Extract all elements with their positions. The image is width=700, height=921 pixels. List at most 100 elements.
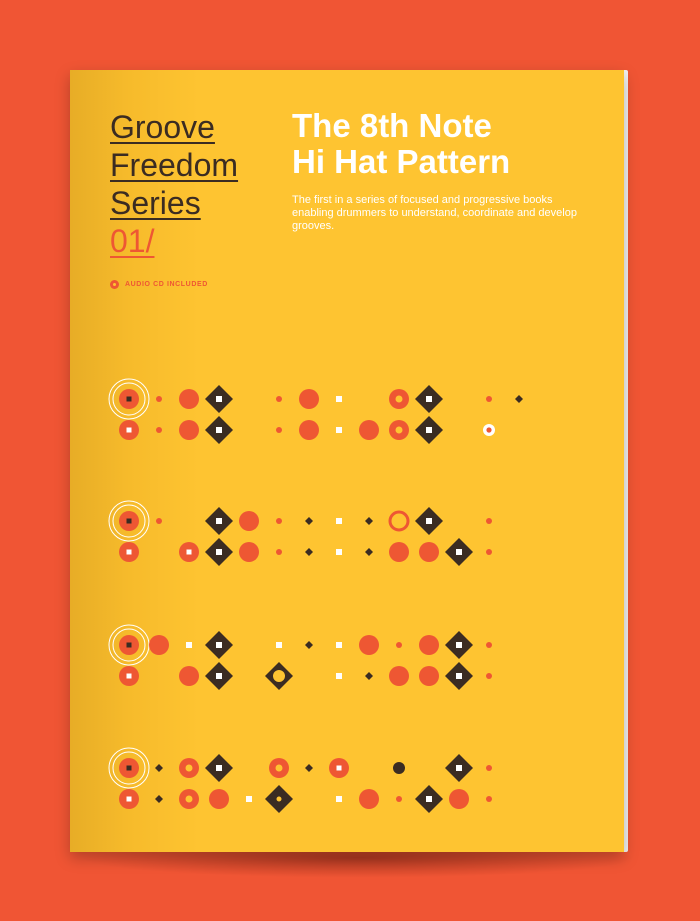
dot-mark [486,673,492,679]
circle-mark [239,511,259,531]
whitering-mark [483,424,495,436]
circle-mark [389,542,409,562]
bcircle-mark [119,542,139,562]
circle-mark [179,666,199,686]
bdot-mark [305,548,313,556]
diamond-mark [205,416,233,444]
ringdiamond-mark [265,662,293,690]
diamond-mark [445,538,473,566]
bdot-mark [305,517,313,525]
series-title: Groove Freedom Series 01/ [110,108,280,260]
circle-mark [149,635,169,655]
series-number: 01/ [110,223,155,259]
diamond-mark [415,785,443,813]
bdot-mark [365,548,373,556]
square-mark [336,642,342,648]
target-mark [108,378,150,420]
book-title-line-2: Hi Hat Pattern [292,143,511,180]
dot-mark [156,427,162,433]
series-title-line-3: Series [110,185,201,221]
bdot-mark [365,517,373,525]
circle-mark [359,420,379,440]
diamond-mark [445,631,473,659]
dot-mark [396,642,402,648]
diamond-mark [445,754,473,782]
square-mark [276,642,282,648]
ringdot-mark [179,789,199,809]
circle-mark [419,666,439,686]
bdot-mark [155,764,163,772]
bcircle-mark [119,789,139,809]
bdot-mark [365,672,373,680]
bdot-mark [515,395,523,403]
diamond-mark [205,631,233,659]
groove-pattern [108,378,523,813]
ringdot-mark [389,420,409,440]
square-mark [336,427,342,433]
bcircle-mark [329,758,349,778]
book-cover: Groove Freedom Series 01/ AUDIO CD INCLU… [70,70,624,852]
dot-mark [156,396,162,402]
target-mark [108,500,150,542]
bdot-mark [305,764,313,772]
target-mark [108,624,150,666]
circle-mark [179,420,199,440]
series-title-line-2: Freedom [110,147,239,183]
dot-mark [396,796,402,802]
circle-mark [179,389,199,409]
dot-mark [486,796,492,802]
bcircle-mark [179,542,199,562]
series-title-line-1: Groove [110,109,215,145]
book-title: The 8th Note Hi Hat Pattern [292,108,602,180]
diamond-mark [445,662,473,690]
bdot-mark [155,795,163,803]
circle-mark [299,389,319,409]
circle-mark [389,666,409,686]
bcircle-mark [119,420,139,440]
dot-mark [276,396,282,402]
square-mark [336,396,342,402]
audio-cd-label: AUDIO CD INCLUDED [125,281,208,288]
dot-mark [486,642,492,648]
circle-mark [299,420,319,440]
dot-mark [276,518,282,524]
dot-mark [276,549,282,555]
diamond-mark [415,416,443,444]
circle-mark [419,635,439,655]
square-mark [246,796,252,802]
bdot-mark [305,641,313,649]
circle-mark [449,789,469,809]
dot-mark [156,518,162,524]
cd-icon [110,280,119,289]
square-mark [336,518,342,524]
ringdot-mark [179,758,199,778]
book-title-line-1: The 8th Note [292,107,492,144]
circle-mark [239,542,259,562]
ringdot-mark [269,758,289,778]
diamond-mark [415,385,443,413]
target-mark [108,747,150,789]
diamond-mark [205,538,233,566]
bcircle-mark [119,666,139,686]
ringdot-mark [389,389,409,409]
square-mark [186,642,192,648]
dot-mark [486,549,492,555]
square-mark [336,549,342,555]
circle-mark [419,542,439,562]
circle-mark [359,789,379,809]
diamond-mark [415,507,443,535]
book-subtitle: The first in a series of focused and pro… [292,194,577,232]
diamond-mark [205,662,233,690]
ring-mark [388,510,410,532]
circle-mark [209,789,229,809]
square-mark [336,673,342,679]
audio-cd-badge: AUDIO CD INCLUDED [110,280,208,289]
dotdiamond-mark [265,785,293,813]
diamond-mark [205,507,233,535]
dot-mark [276,427,282,433]
dot-mark [486,396,492,402]
brownball-mark [393,762,405,774]
dot-mark [486,518,492,524]
diamond-mark [205,754,233,782]
circle-mark [359,635,379,655]
